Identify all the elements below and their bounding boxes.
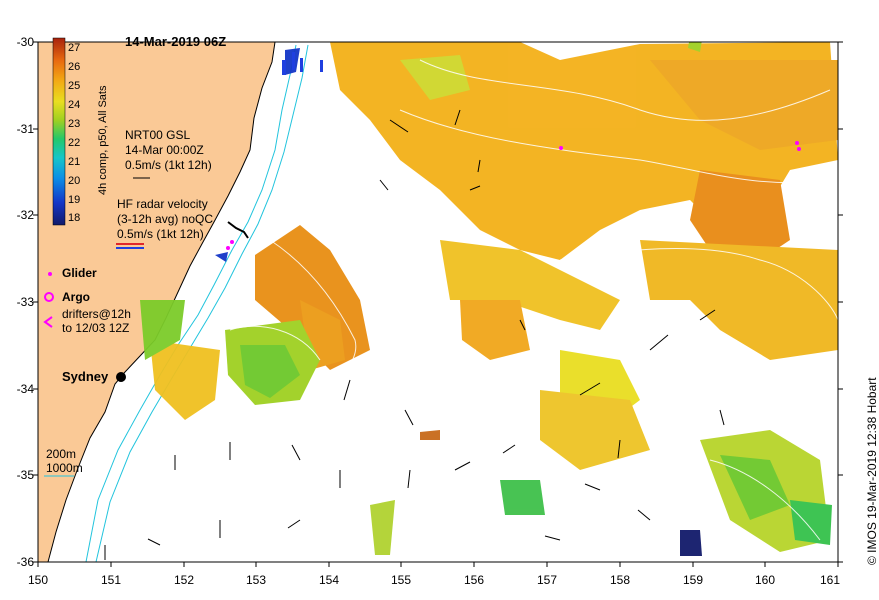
legend-hf-3: 0.5m/s (1kt 12h) [117, 227, 204, 241]
colorbar-label: 26 [68, 61, 81, 73]
y-tick-label: -36 [16, 555, 34, 569]
y-tick-label: -31 [16, 122, 34, 136]
x-tick-label: 153 [245, 573, 267, 587]
y-tick-label: -30 [16, 35, 34, 49]
legend-200m: 200m [46, 447, 77, 461]
x-tick-label: 158 [609, 573, 631, 587]
legend-drifters-1: drifters@12h [62, 307, 131, 321]
hf-radar-marks [282, 52, 323, 75]
argo-legend-icon [44, 292, 54, 302]
y-tick-label: -34 [16, 382, 34, 396]
colorbar-label: 27 [68, 42, 81, 54]
colorbar-label: 20 [68, 175, 81, 187]
glider-tracks [226, 141, 801, 250]
y-tick-label: -35 [16, 468, 34, 482]
sst-field [140, 42, 838, 556]
colorbar-label: 19 [68, 194, 81, 206]
legend-argo: Argo [62, 290, 90, 304]
y-tick-label: -32 [16, 208, 34, 222]
legend-nrt-2: 14-Mar 00:00Z [125, 143, 204, 157]
x-tick-label: 150 [27, 573, 49, 587]
isobath-200m [85, 44, 297, 562]
legend-hf-1: HF radar velocity [117, 197, 208, 211]
colorbar-label: 18 [68, 212, 81, 224]
colorbar-title: 4h comp, p50, All Sats [97, 85, 109, 195]
x-tick-label: 161 [819, 573, 841, 587]
sydney-label: Sydney [62, 369, 109, 384]
current-arrows [104, 109, 725, 560]
imos-credit: © IMOS 19-Mar-2019 12:38 Hobart [865, 377, 879, 565]
y-tick-label: -33 [16, 295, 34, 309]
isobath-1000m [95, 44, 309, 562]
legend-hf-2: (3-12h avg) noQC [117, 212, 214, 226]
x-tick-label: 154 [318, 573, 340, 587]
legend-glider: Glider [62, 266, 97, 280]
drifter-legend-icon [43, 316, 53, 328]
glider-legend-icon [48, 272, 52, 276]
x-tick-label: 151 [100, 573, 122, 587]
x-tick-label: 152 [173, 573, 195, 587]
sst-contours [229, 59, 838, 541]
x-tick-label: 159 [682, 573, 704, 587]
legend-nrt-3: 0.5m/s (1kt 12h) [125, 158, 212, 172]
legend-symbols [43, 177, 150, 477]
legend-drifters-2: to 12/03 12Z [62, 321, 130, 335]
x-tick-label: 157 [536, 573, 558, 587]
map-title: 14-Mar-2019 06Z [125, 34, 227, 49]
x-tick-label: 160 [754, 573, 776, 587]
colorbar-label: 22 [68, 137, 81, 149]
colorbar-label: 23 [68, 118, 81, 130]
colorbar-label: 24 [68, 99, 81, 111]
legend-1000m: 1000m [46, 461, 83, 475]
colorbar-label: 25 [68, 80, 81, 92]
x-tick-label: 156 [463, 573, 485, 587]
colorbar [52, 37, 66, 226]
legend-nrt-1: NRT00 GSL [125, 128, 191, 142]
colorbar-label: 21 [68, 156, 81, 168]
tick-marks [33, 41, 843, 567]
drifter-track [227, 221, 249, 239]
x-tick-label: 155 [390, 573, 412, 587]
sydney-marker [116, 372, 126, 382]
